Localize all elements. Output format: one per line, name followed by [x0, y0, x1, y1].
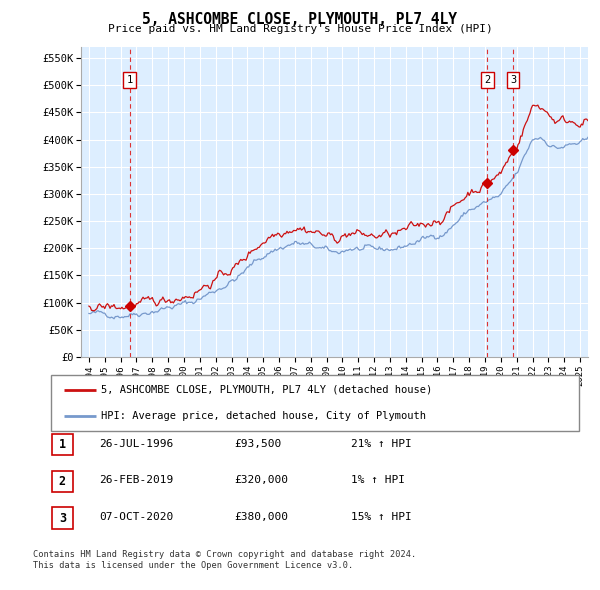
Text: £93,500: £93,500 [234, 439, 281, 448]
Text: 1: 1 [59, 438, 66, 451]
Text: Contains HM Land Registry data © Crown copyright and database right 2024.: Contains HM Land Registry data © Crown c… [33, 550, 416, 559]
Text: 15% ↑ HPI: 15% ↑ HPI [351, 512, 412, 522]
Text: 26-FEB-2019: 26-FEB-2019 [99, 476, 173, 485]
Text: 5, ASHCOMBE CLOSE, PLYMOUTH, PL7 4LY (detached house): 5, ASHCOMBE CLOSE, PLYMOUTH, PL7 4LY (de… [101, 385, 433, 395]
FancyBboxPatch shape [52, 507, 73, 529]
Text: 1% ↑ HPI: 1% ↑ HPI [351, 476, 405, 485]
Text: £320,000: £320,000 [234, 476, 288, 485]
Text: 21% ↑ HPI: 21% ↑ HPI [351, 439, 412, 448]
Text: 1: 1 [127, 75, 133, 85]
FancyBboxPatch shape [51, 375, 579, 431]
Text: 2: 2 [484, 75, 491, 85]
Text: 26-JUL-1996: 26-JUL-1996 [99, 439, 173, 448]
FancyBboxPatch shape [52, 434, 73, 455]
Text: HPI: Average price, detached house, City of Plymouth: HPI: Average price, detached house, City… [101, 411, 426, 421]
Text: Price paid vs. HM Land Registry's House Price Index (HPI): Price paid vs. HM Land Registry's House … [107, 24, 493, 34]
Text: 07-OCT-2020: 07-OCT-2020 [99, 512, 173, 522]
FancyBboxPatch shape [52, 471, 73, 492]
Text: 3: 3 [59, 512, 66, 525]
Text: 3: 3 [510, 75, 516, 85]
Text: This data is licensed under the Open Government Licence v3.0.: This data is licensed under the Open Gov… [33, 561, 353, 570]
Text: 2: 2 [59, 475, 66, 488]
Text: £380,000: £380,000 [234, 512, 288, 522]
Text: 5, ASHCOMBE CLOSE, PLYMOUTH, PL7 4LY: 5, ASHCOMBE CLOSE, PLYMOUTH, PL7 4LY [143, 12, 458, 27]
